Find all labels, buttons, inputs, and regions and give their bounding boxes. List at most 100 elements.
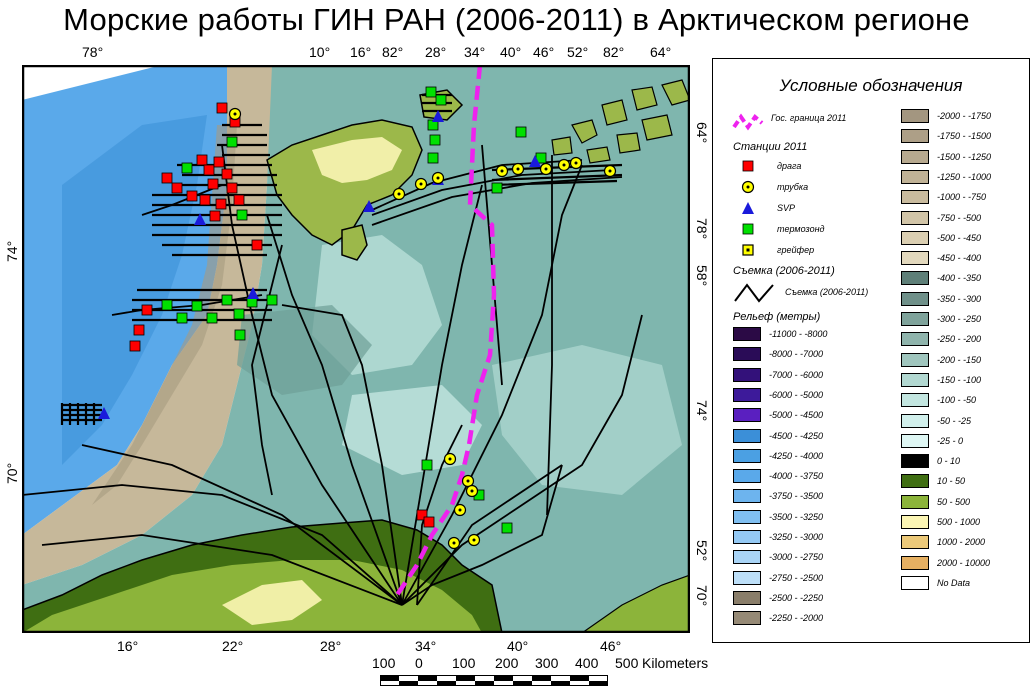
relief-label: 500 - 1000 bbox=[937, 517, 981, 527]
legend-station-label: термозонд bbox=[777, 224, 825, 234]
relief-swatch bbox=[901, 129, 929, 144]
graticule-label-right: 52° bbox=[694, 540, 710, 562]
scale-label: 100 bbox=[372, 655, 396, 671]
graticule-label-top: 78° bbox=[82, 44, 104, 60]
graticule-label-bottom: 46° bbox=[600, 638, 622, 654]
relief-swatch bbox=[901, 393, 929, 408]
graticule-label-bottom: 28° bbox=[320, 638, 342, 654]
relief-swatch bbox=[733, 387, 761, 402]
relief-label: -11000 - -8000 bbox=[769, 329, 828, 339]
relief-label: -400 - -350 bbox=[937, 273, 982, 284]
relief-label: -500 - -450 bbox=[937, 232, 982, 243]
kola-land bbox=[580, 574, 690, 633]
scale-label: 300 bbox=[535, 655, 559, 671]
legend-stations-title: Станции 2011 bbox=[733, 141, 808, 153]
scale-label: 200 bbox=[495, 655, 519, 671]
scale-label: 500 bbox=[615, 655, 639, 671]
relief-swatch bbox=[901, 230, 929, 245]
blue-triangle-icon bbox=[742, 202, 754, 214]
graticule-label-top: 64° bbox=[650, 44, 672, 60]
svp-stations bbox=[98, 110, 541, 419]
relief-swatch bbox=[901, 190, 929, 205]
red-square-icon bbox=[742, 160, 754, 172]
legend-survey-label: Съемка (2006-2011) bbox=[785, 287, 869, 297]
graticule-label-right: 78° bbox=[694, 218, 710, 240]
graticule-label-top: 40° bbox=[500, 44, 522, 60]
legend-station-label: SVP bbox=[777, 203, 796, 213]
thermoprobe-stations bbox=[161, 86, 547, 534]
scale-label: 400 bbox=[575, 655, 599, 671]
relief-swatch bbox=[901, 413, 929, 428]
relief-swatch bbox=[733, 448, 761, 463]
legend-panel: Условные обозначения Гос. граница 2011 С… bbox=[712, 58, 1030, 643]
shallow-banks-south bbox=[342, 385, 482, 475]
relief-label: -2500 - -2250 bbox=[769, 592, 824, 603]
relief-label: -1000 - -750 bbox=[937, 192, 987, 203]
relief-swatch bbox=[901, 291, 929, 306]
graticule-label-left: 70° bbox=[4, 462, 20, 484]
graticule-label-bottom: 22° bbox=[222, 638, 244, 654]
relief-swatch bbox=[901, 271, 929, 286]
graticule-label-top: 82° bbox=[603, 44, 625, 60]
relief-swatch bbox=[901, 109, 929, 123]
relief-label: -7000 - -6000 bbox=[769, 369, 824, 380]
relief-swatch bbox=[901, 210, 929, 225]
relief-label: 2000 - 10000 bbox=[937, 557, 991, 568]
legend-station-label: трубка bbox=[777, 182, 809, 192]
edgeoya-land bbox=[341, 224, 368, 261]
relief-swatch bbox=[733, 570, 761, 585]
relief-label: 50 - 500 bbox=[937, 496, 971, 507]
relief-swatch bbox=[733, 530, 761, 544]
relief-swatch bbox=[901, 433, 929, 448]
relief-label: 0 - 10 bbox=[937, 456, 961, 467]
graticule-label-top: 82° bbox=[382, 44, 404, 60]
relief-label: -6000 - -5000 bbox=[769, 389, 824, 400]
scale-ruler bbox=[380, 675, 608, 686]
relief-label: -25 - 0 bbox=[937, 435, 964, 446]
relief-swatch bbox=[733, 428, 761, 443]
relief-label: -1500 - -1250 bbox=[937, 151, 992, 162]
scale-label: 100 bbox=[452, 655, 476, 671]
legend-survey-title: Съемка (2006-2011) bbox=[733, 265, 835, 277]
map-title: Морские работы ГИН РАН (2006-2011) в Арк… bbox=[63, 2, 970, 37]
graticule-label-top: 46° bbox=[533, 44, 555, 60]
graticule-label-bottom: 40° bbox=[507, 638, 529, 654]
relief-label: -4500 - -4250 bbox=[769, 430, 824, 441]
legend-station-label: драга bbox=[777, 161, 802, 171]
relief-swatch bbox=[733, 611, 761, 626]
trough bbox=[237, 305, 372, 395]
relief-swatch bbox=[733, 408, 761, 423]
map-frame[interactable] bbox=[22, 65, 690, 633]
graticule-label-right: 70° bbox=[694, 585, 710, 607]
relief-label: -2000 - -1750 bbox=[937, 111, 992, 121]
relief-label: 1000 - 2000 bbox=[937, 537, 986, 548]
relief-label: -4000 - -3750 bbox=[769, 471, 824, 482]
survey-track-icon bbox=[734, 283, 774, 303]
relief-label: -2250 - -2000 bbox=[769, 613, 824, 624]
relief-swatch bbox=[733, 347, 761, 362]
graticule-label-bottom: 16° bbox=[117, 638, 139, 654]
graticule-label-bottom: 34° bbox=[415, 638, 437, 654]
scandinavia-highland bbox=[222, 580, 322, 625]
abyssal-plain bbox=[62, 115, 207, 465]
yellow-circle-icon bbox=[741, 180, 755, 194]
relief-label: -750 - -500 bbox=[937, 212, 982, 223]
relief-label: -3250 - -3000 bbox=[769, 532, 824, 542]
relief-swatch bbox=[901, 454, 929, 469]
relief-label: -4250 - -4000 bbox=[769, 450, 824, 461]
relief-swatch bbox=[901, 474, 929, 489]
state-border-icon bbox=[732, 113, 764, 131]
relief-swatch bbox=[733, 590, 761, 605]
svalbard-ice bbox=[312, 137, 402, 183]
graticule-label-left: 74° bbox=[4, 240, 20, 262]
yellow-square-dot-icon bbox=[742, 244, 754, 256]
graticule-label-right: 64° bbox=[694, 122, 710, 144]
relief-swatch bbox=[901, 515, 929, 529]
relief-label: -8000 - -7000 bbox=[769, 349, 824, 360]
shallow-banks-east bbox=[492, 345, 682, 495]
graticule-label-top: 10° bbox=[309, 44, 331, 60]
dredge-stations bbox=[129, 102, 435, 528]
relief-swatch bbox=[901, 352, 929, 367]
relief-swatch bbox=[901, 169, 929, 184]
relief-label: -3750 - -3500 bbox=[769, 491, 824, 502]
